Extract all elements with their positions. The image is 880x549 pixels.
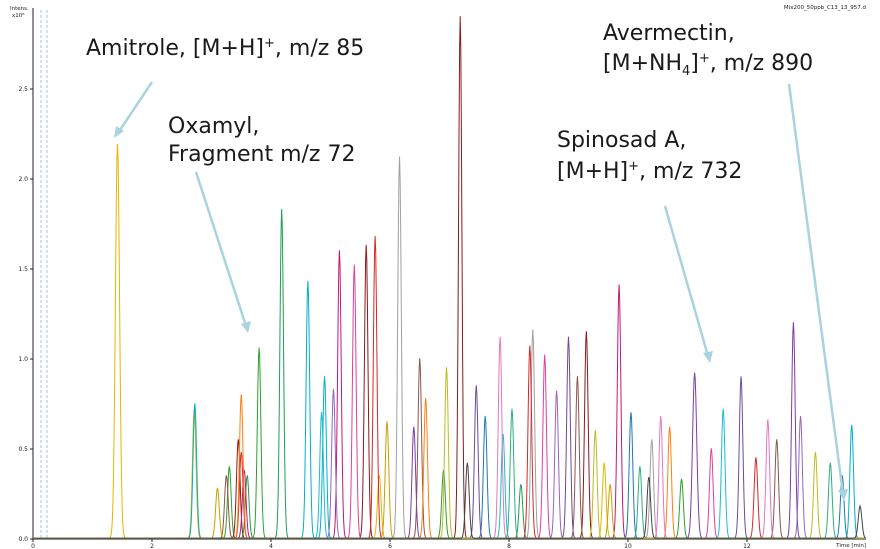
x-unit-label: Time [min] [835,543,866,549]
oxamyl-annotation-line1: Oxamyl, [168,114,259,139]
x-tick-label: 6 [388,543,392,549]
avermectin-line2-pre: [M+NH [603,51,682,76]
avermectin-annotation-line1: Avermectin, [603,21,735,46]
spinosad-annotation-line2: [M+H]+, m/z 732 [557,159,742,184]
spinosad-line2-pre: [M+H] [557,159,628,184]
avermectin-arrow-line [787,83,845,495]
y-unit-label: Intens. [10,6,29,12]
avermectin-arrow-head [838,489,848,501]
annotation-arrows [114,81,848,501]
avermectin-line2-post: , m/z 890 [710,51,813,76]
spinosad-arrow-line [663,205,710,357]
avermectin-annotation-line2: [M+NH4]+, m/z 890 [603,51,813,79]
y-axis-ticks: 0.0 0.5 1.0 1.5 2.0 2.5 [18,86,33,543]
amitrole-arrow-line [116,81,154,134]
x-tick-label: 10 [624,543,632,549]
avermectin-sup: + [699,51,710,66]
amitrole-tail: , m/z 85 [275,36,364,61]
avermectin-sub: 4 [682,64,690,79]
x-axis-ticks: 0 2 4 6 8 10 12 [31,539,751,549]
amitrole-sup: + [264,36,275,51]
x-tick-label: 2 [150,543,154,549]
spinosad-sup: + [628,159,639,174]
y-tick-label: 2.5 [18,86,28,93]
spinosad-annotation-line1: Spinosad A, [557,128,686,153]
spinosad-line2-post: , m/z 732 [639,159,742,184]
y-tick-label: 0.5 [18,446,28,453]
x-tick-label: 12 [743,543,751,549]
avermectin-line2-mid: ] [690,51,699,76]
oxamyl-arrow-head [241,321,251,333]
x-tick-label: 4 [269,543,273,549]
y-tick-label: 1.0 [18,356,28,363]
oxamyl-annotation-line2: Fragment m/z 72 [168,142,355,167]
amitrole-annotation: Amitrole, [M+H]+, m/z 85 [86,36,364,61]
y-tick-label: 0.0 [18,536,28,543]
spinosad-arrow-head [703,351,713,363]
amitrole-arrow-head [114,126,124,138]
oxamyl-arrow-line [194,171,248,327]
file-label: Mix200_50ppb_C13_13_957.d [784,5,866,11]
x-tick-label: 8 [507,543,511,549]
amitrole-text: Amitrole, [M+H] [86,36,264,61]
series-trace [33,462,867,539]
chromatogram-traces [33,16,867,539]
y-tick-label: 1.5 [18,266,28,273]
y-tick-label: 2.0 [18,176,28,183]
y-unit-exponent: x10⁶ [12,12,25,19]
x-tick-label: 0 [31,543,35,549]
